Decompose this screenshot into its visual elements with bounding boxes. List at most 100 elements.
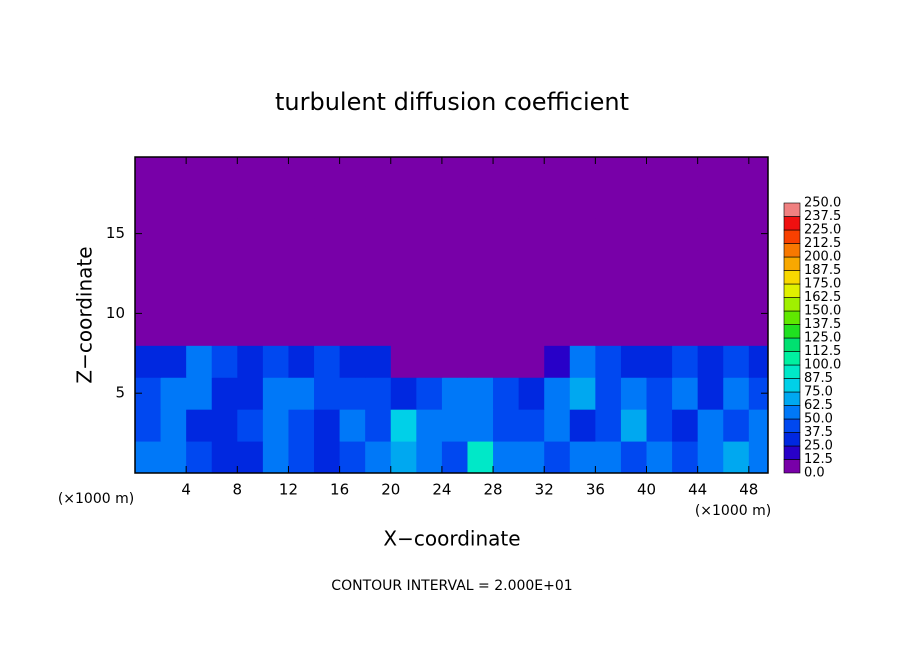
contour-cell: [160, 377, 187, 410]
contour-cell: [544, 345, 571, 378]
contour-cell: [646, 157, 673, 187]
contour-cell: [339, 377, 366, 410]
colorbar-label: 75.0: [804, 385, 833, 400]
contour-cell: [237, 185, 264, 219]
x-tick-label: 8: [233, 481, 243, 499]
contour-cell: [237, 441, 264, 474]
contour-cell: [544, 185, 571, 219]
colorbar-swatch: [783, 310, 801, 325]
contour-cell: [748, 217, 769, 251]
contour-cell: [314, 281, 341, 314]
contour-cell: [748, 157, 769, 187]
contour-cell: [595, 377, 622, 410]
contour-cell: [697, 249, 724, 282]
x-tick-label: 36: [586, 481, 605, 499]
colorbar-swatch: [783, 351, 801, 366]
contour-cell: [467, 157, 494, 187]
contour-cell: [237, 345, 264, 378]
contour-cell: [467, 377, 494, 410]
contour-cell: [441, 345, 468, 378]
contour-cell: [697, 185, 724, 219]
contour-cell: [723, 185, 750, 219]
contour-cell: [595, 249, 622, 282]
contour-cell: [186, 377, 213, 410]
chart-title: turbulent diffusion coefficient: [275, 88, 629, 116]
contour-cell: [237, 313, 264, 346]
contour-cell: [748, 409, 769, 442]
contour-cell: [160, 313, 187, 346]
contour-cell: [646, 313, 673, 346]
contour-cell: [211, 377, 238, 410]
contour-cell: [314, 377, 341, 410]
contour-cell: [314, 185, 341, 219]
contour-cell: [365, 377, 392, 410]
contour-cell: [493, 313, 520, 346]
contour-cell: [314, 313, 341, 346]
contour-cell: [493, 345, 520, 378]
contour-cell: [467, 409, 494, 442]
colorbar-label: 162.5: [804, 290, 841, 305]
contour-cell: [748, 345, 769, 378]
contour-cell: [544, 313, 571, 346]
contour-cell: [160, 441, 187, 474]
colorbar-swatch: [783, 324, 801, 339]
contour-cell: [441, 281, 468, 314]
contour-cell: [365, 313, 392, 346]
contour-cell: [723, 409, 750, 442]
contour-cell: [646, 249, 673, 282]
contour-cell: [672, 217, 699, 251]
contour-cell: [646, 185, 673, 219]
contour-cell: [697, 409, 724, 442]
contour-cell: [544, 217, 571, 251]
contour-cell: [672, 377, 699, 410]
contour-cell: [339, 409, 366, 442]
contour-cell: [569, 377, 596, 410]
contour-cell: [416, 249, 443, 282]
contour-cell: [672, 409, 699, 442]
contour-cell: [160, 281, 187, 314]
contour-cell: [748, 313, 769, 346]
contour-cell: [518, 281, 545, 314]
contour-cell: [339, 157, 366, 187]
contour-cell: [595, 313, 622, 346]
contour-cell: [135, 441, 162, 474]
contour-cell: [672, 185, 699, 219]
contour-cell: [211, 281, 238, 314]
colorbar-swatch: [783, 432, 801, 447]
contour-cell: [135, 185, 162, 219]
y-tick-label: 15: [106, 224, 125, 242]
contour-cell: [262, 185, 289, 219]
contour-cell: [518, 185, 545, 219]
contour-cell: [620, 409, 648, 442]
contour-cell: [544, 441, 571, 474]
y-tick-label: 5: [115, 384, 125, 402]
contour-cell: [544, 377, 571, 410]
contour-cell: [390, 217, 417, 251]
contour-cell: [211, 409, 238, 442]
contour-cell: [365, 281, 392, 314]
contour-cell: [569, 281, 596, 314]
contour-cell: [365, 217, 392, 251]
contour-cell: [569, 157, 596, 187]
contour-cell: [518, 157, 545, 187]
contour-cell: [467, 281, 494, 314]
colorbar-swatch: [783, 283, 801, 298]
contour-cell: [416, 217, 443, 251]
contour-cell: [262, 345, 289, 378]
contour-cell: [314, 249, 341, 282]
contour-cell: [288, 249, 315, 282]
contour-cell: [595, 441, 622, 474]
contour-cell: [160, 345, 187, 378]
colorbar-swatch: [783, 459, 801, 474]
colorbar-swatch: [783, 243, 801, 258]
contour-cell: [365, 157, 392, 187]
contour-cell: [697, 281, 724, 314]
x-tick-label: 40: [637, 481, 656, 499]
contour-cell: [186, 345, 213, 378]
contour-cell: [723, 377, 750, 410]
contour-cell: [186, 157, 213, 187]
contour-cell: [390, 377, 417, 410]
contour-cell: [135, 249, 162, 282]
colorbar-label: 225.0: [804, 223, 841, 238]
contour-cell: [365, 185, 392, 219]
